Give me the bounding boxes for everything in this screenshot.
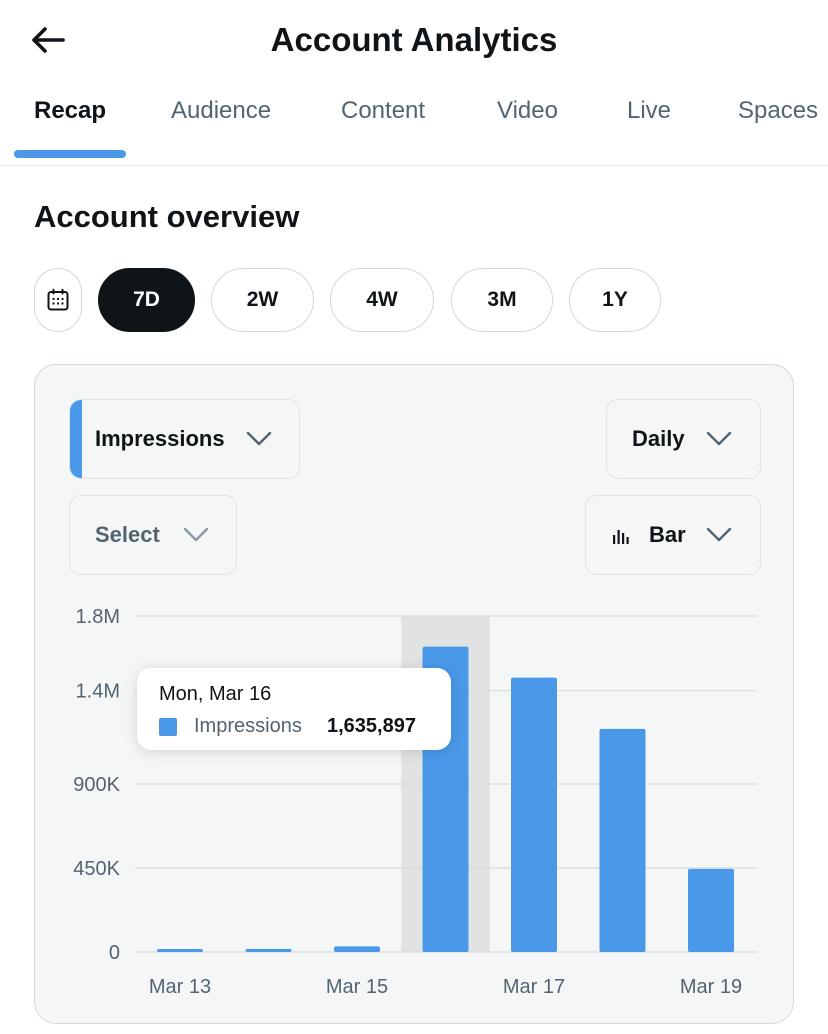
calendar-icon bbox=[47, 288, 69, 311]
section-title: Account overview bbox=[34, 199, 300, 234]
tab-spaces[interactable]: Spaces bbox=[738, 97, 819, 124]
tooltip-date: Mon, Mar 16 bbox=[159, 683, 272, 705]
bar-chart-icon bbox=[613, 530, 629, 544]
calendar-button[interactable] bbox=[34, 268, 82, 332]
chevron-down-icon bbox=[246, 431, 272, 446]
interval-dropdown-label: Daily bbox=[632, 426, 685, 451]
range-4w-button[interactable]: 4W bbox=[330, 268, 434, 332]
arrow-left-icon bbox=[32, 27, 65, 53]
date-range-selector: 7D 2W 4W 3M 1Y bbox=[0, 268, 828, 332]
compare-dropdown-label: Select bbox=[95, 522, 160, 547]
tooltip-series-label: Impressions bbox=[194, 715, 302, 737]
chart-type-dropdown[interactable]: Bar bbox=[585, 495, 761, 575]
tab-recap[interactable]: Recap bbox=[34, 97, 107, 124]
header: Account Analytics bbox=[0, 0, 828, 80]
range-7d-button[interactable]: 7D bbox=[98, 268, 195, 332]
chevron-down-icon bbox=[183, 527, 209, 542]
tooltip-value: 1,635,897 bbox=[327, 715, 416, 737]
active-tab-indicator bbox=[14, 150, 126, 158]
metric-dropdown[interactable]: Impressions bbox=[69, 399, 300, 479]
tab-bar: Recap Audience Content Video Live Spaces bbox=[0, 80, 828, 166]
range-2w-button[interactable]: 2W bbox=[211, 268, 314, 332]
chart-type-dropdown-label: Bar bbox=[649, 522, 686, 547]
chevron-down-icon bbox=[706, 527, 732, 542]
tooltip-series-swatch bbox=[159, 718, 177, 736]
interval-dropdown[interactable]: Daily bbox=[606, 399, 761, 479]
tab-content[interactable]: Content bbox=[341, 97, 426, 124]
range-1y-button[interactable]: 1Y bbox=[569, 268, 661, 332]
metric-color-indicator bbox=[70, 400, 82, 478]
metric-dropdown-label: Impressions bbox=[95, 426, 225, 451]
compare-dropdown[interactable]: Select bbox=[69, 495, 237, 575]
page-title: Account Analytics bbox=[270, 21, 558, 58]
back-button[interactable] bbox=[28, 20, 68, 60]
chart-tooltip: Mon, Mar 16 Impressions 1,635,897 bbox=[137, 668, 451, 750]
tab-live[interactable]: Live bbox=[627, 97, 672, 124]
tab-video[interactable]: Video bbox=[497, 97, 558, 124]
range-3m-button[interactable]: 3M bbox=[451, 268, 553, 332]
tab-audience[interactable]: Audience bbox=[171, 97, 272, 124]
chevron-down-icon bbox=[706, 431, 732, 446]
